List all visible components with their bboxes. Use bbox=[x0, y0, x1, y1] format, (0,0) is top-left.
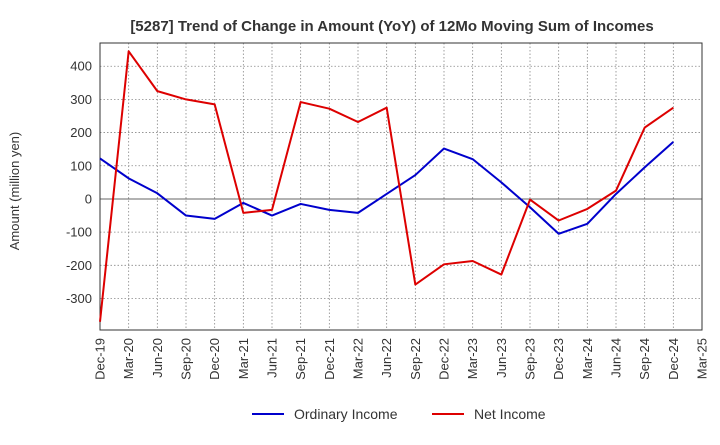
grid bbox=[99, 43, 703, 330]
x-tick-label: Sep-21 bbox=[293, 338, 308, 380]
x-tick-label: Jun-23 bbox=[494, 338, 509, 378]
y-tick-label: 400 bbox=[70, 59, 92, 74]
y-tick-label: 300 bbox=[70, 92, 92, 107]
x-tick-label: Mar-24 bbox=[580, 338, 595, 379]
x-tick-label: Dec-22 bbox=[437, 338, 452, 380]
x-tick-label: Mar-20 bbox=[121, 338, 136, 379]
x-tick-label: Jun-22 bbox=[379, 338, 394, 378]
x-tick-label: Dec-20 bbox=[207, 338, 222, 380]
axes: -300 -200 -100 0 100 200 300 400 Dec-19 Mar-20 Jun… bbox=[66, 42, 710, 380]
x-tick-label: Dec-23 bbox=[551, 338, 566, 380]
x-tick-label: Mar-21 bbox=[236, 338, 251, 379]
x-tick-label: Sep-24 bbox=[637, 338, 652, 380]
series-line-ordinary-income bbox=[99, 141, 674, 235]
x-tick-label: Sep-22 bbox=[408, 338, 423, 380]
series-lines bbox=[99, 50, 674, 322]
y-tick-label: -200 bbox=[66, 258, 92, 273]
y-tick-label: -300 bbox=[66, 291, 92, 306]
series-line-net-income bbox=[99, 50, 674, 322]
x-tick-label: Jun-20 bbox=[150, 338, 165, 378]
y-axis-label: Amount (million yen) bbox=[7, 132, 22, 251]
y-tick-label: 100 bbox=[70, 158, 92, 173]
legend: Ordinary Income Net Income bbox=[252, 406, 546, 422]
y-tick-label: 200 bbox=[70, 125, 92, 140]
x-tick-label: Sep-23 bbox=[523, 338, 538, 380]
x-tick-label: Sep-20 bbox=[179, 338, 194, 380]
chart-title: [5287] Trend of Change in Amount (YoY) o… bbox=[130, 18, 653, 35]
x-tick-label: Dec-21 bbox=[322, 338, 337, 380]
x-tick-label: Mar-25 bbox=[695, 338, 710, 379]
x-tick-label: Dec-24 bbox=[666, 338, 681, 380]
x-tick-label: Jun-24 bbox=[609, 338, 624, 378]
legend-label: Net Income bbox=[474, 406, 546, 422]
x-tick-label: Dec-19 bbox=[93, 338, 108, 380]
x-tick-label: Mar-23 bbox=[465, 338, 480, 379]
y-tick-label: 0 bbox=[85, 191, 92, 206]
y-tick-label: -100 bbox=[66, 225, 92, 240]
x-tick-label: Jun-21 bbox=[265, 338, 280, 378]
x-tick-label: Mar-22 bbox=[351, 338, 366, 379]
plot-frame bbox=[99, 42, 703, 331]
legend-label: Ordinary Income bbox=[294, 406, 398, 422]
